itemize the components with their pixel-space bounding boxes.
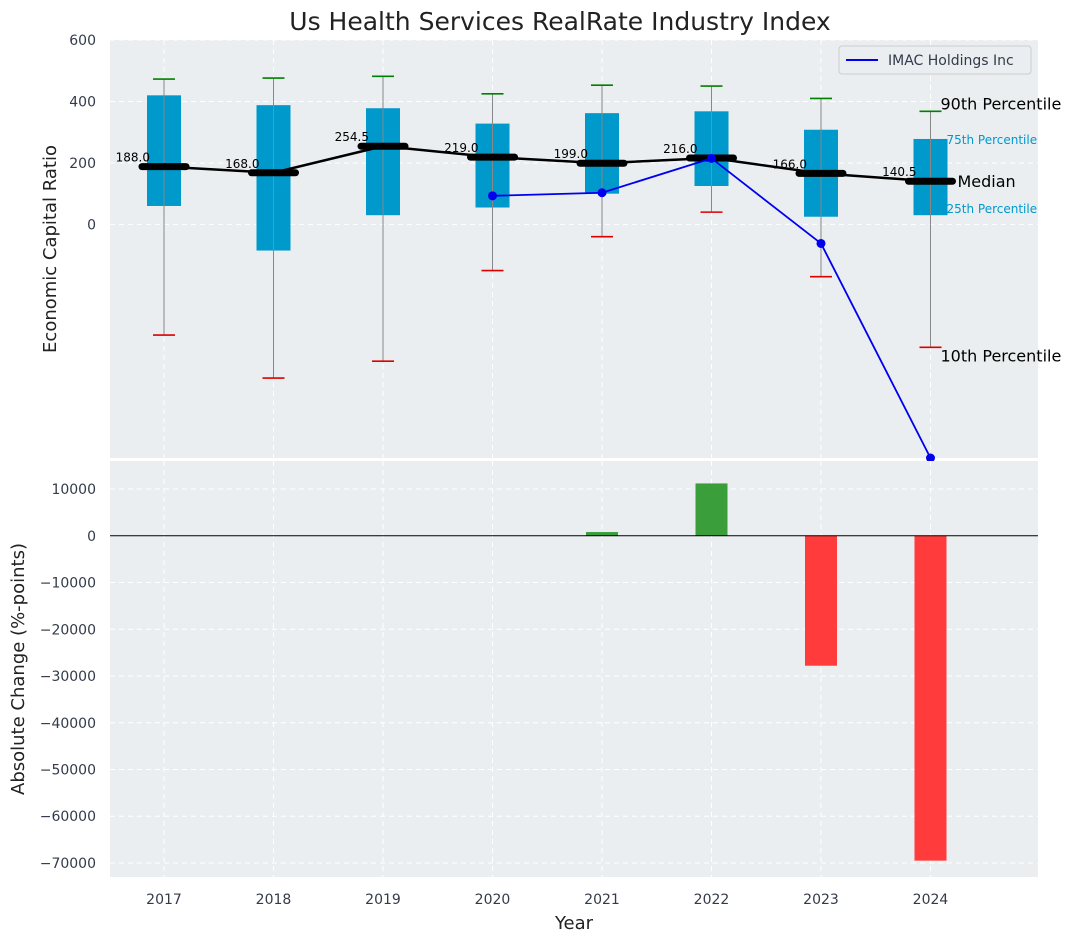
chart-title: Us Health Services RealRate Industry Ind… — [289, 7, 830, 36]
annotation-median: Median — [958, 172, 1016, 191]
top-y-tick-label: 0 — [87, 217, 96, 233]
median-value-label: 140.5 — [882, 165, 916, 179]
x-tick-label: 2019 — [365, 892, 401, 908]
bottom-y-tick-label: −50000 — [40, 762, 96, 778]
company-series-point — [926, 453, 935, 463]
x-tick-label: 2017 — [146, 892, 182, 908]
percentile-annotations: 90th Percentile 75th Percentile Median 25th… — [941, 94, 1062, 365]
median-value-label: 168.0 — [225, 157, 259, 171]
median-value-label: 216.0 — [663, 142, 697, 156]
x-tick-label: 2022 — [694, 892, 730, 908]
x-axis-label: Year — [554, 913, 594, 934]
annotation-p25: 25th Percentile — [947, 202, 1038, 216]
median-trend-group — [163, 144, 931, 183]
company-series-point — [488, 191, 497, 201]
change-bar — [695, 483, 728, 536]
bottom-y-tick-label: −40000 — [40, 716, 96, 732]
annotation-p75: 75th Percentile — [947, 133, 1038, 147]
annotation-p90: 90th Percentile — [941, 94, 1062, 113]
legend-label: IMAC Holdings Inc — [888, 53, 1014, 69]
bottom-y-tick-label: −70000 — [40, 856, 96, 872]
x-tick-labels: 2017 2018 2019 2020 2021 2022 2023 2024 — [146, 892, 948, 908]
x-tick-label: 2018 — [256, 892, 292, 908]
bottom-y-tick-label: 0 — [87, 529, 96, 545]
x-tick-label: 2020 — [475, 892, 511, 908]
top-y-tick-labels: 0 200 400 600 — [69, 33, 96, 233]
legend-box — [838, 45, 1032, 75]
company-series-point — [597, 188, 607, 198]
x-tick-label: 2023 — [803, 892, 839, 908]
bottom-y-tick-labels: 10000 0 −10000 −20000 −30000 −40000 −50000 −600… — [40, 482, 96, 872]
top-y-tick-label: 600 — [69, 33, 96, 49]
annotation-p10: 10th Percentile — [941, 346, 1062, 365]
legend[interactable]: IMAC Holdings Inc — [838, 45, 1032, 75]
change-bar — [914, 535, 947, 861]
top-y-tick-label: 400 — [69, 94, 96, 110]
x-tick-label: 2021 — [584, 892, 620, 908]
median-value-label: 254.5 — [335, 130, 369, 144]
median-value-label: 199.0 — [554, 147, 588, 161]
company-series-point — [707, 153, 716, 163]
x-tick-label: 2024 — [913, 892, 949, 908]
top-y-axis-label: Economic Capital Ratio — [40, 145, 61, 353]
change-bar — [805, 535, 837, 666]
bottom-y-tick-label: 10000 — [51, 482, 96, 498]
bottom-y-tick-label: −20000 — [40, 622, 96, 638]
top-y-tick-label: 200 — [69, 156, 96, 172]
change-bar — [586, 532, 618, 536]
bottom-plot-area — [110, 461, 1038, 877]
bottom-y-tick-label: −10000 — [40, 576, 96, 592]
median-value-label: 219.0 — [444, 141, 478, 155]
company-series-point — [816, 238, 826, 248]
bottom-y-axis-label: Absolute Change (%-points) — [8, 543, 29, 795]
bottom-y-tick-label: −30000 — [40, 669, 96, 685]
median-trend-line — [163, 144, 931, 183]
change-bars-group — [110, 483, 1038, 861]
bottom-y-tick-label: −60000 — [40, 809, 96, 825]
company-series-group — [488, 153, 935, 463]
median-value-label: 188.0 — [116, 151, 150, 165]
